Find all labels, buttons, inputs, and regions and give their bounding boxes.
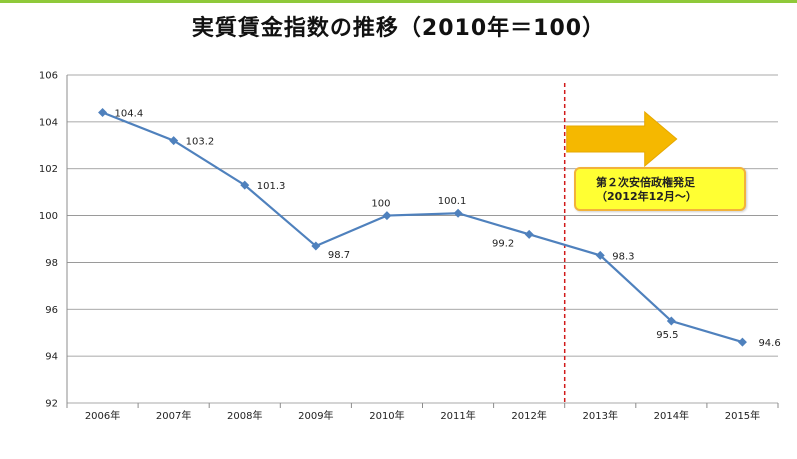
data-point-marker	[240, 180, 250, 190]
y-axis: 92 94 96 98 100 102 104 106	[39, 71, 68, 410]
y-tick-label: 92	[45, 399, 58, 410]
series-group	[98, 107, 747, 347]
series-line	[102, 111, 743, 344]
arrow-group	[566, 110, 678, 168]
y-tick-label: 100	[39, 211, 58, 222]
annotation-line-1: 第２次安倍政権発足	[596, 176, 695, 189]
top-accent-line	[0, 0, 797, 3]
x-tick-label: 2013年	[583, 409, 618, 422]
data-labels: 104.4 103.2 101.3 98.7 100 100.1 99.2 98.3 95.5 9…	[115, 108, 781, 349]
data-point-marker	[98, 107, 108, 117]
annotation-line-2: （2012年12月～）	[596, 190, 697, 203]
y-tick-label: 104	[39, 117, 58, 128]
x-tick-label: 2009年	[298, 409, 333, 422]
data-label: 98.7	[328, 250, 350, 261]
data-point-marker	[311, 241, 321, 251]
data-label: 101.3	[257, 181, 286, 192]
data-label: 98.3	[612, 251, 634, 262]
data-label: 103.2	[186, 137, 215, 148]
data-point-marker	[524, 229, 534, 239]
data-point-marker	[737, 337, 747, 347]
x-axis: 2006年 2007年 2008年 2009年 2010年 2011年 2012年 2013年…	[66, 403, 779, 422]
y-tick-label: 94	[45, 352, 58, 363]
y-tick-label: 106	[39, 71, 58, 82]
x-tick-label: 2010年	[369, 409, 404, 422]
annotation-callout: 第２次安倍政権発足 （2012年12月～）	[574, 167, 746, 211]
data-label: 104.4	[115, 108, 144, 119]
x-tick-label: 2014年	[654, 409, 689, 422]
data-point-marker	[666, 316, 676, 326]
x-tick-label: 2012年	[511, 409, 546, 422]
x-tick-label: 2008年	[227, 409, 262, 422]
arrow-right-icon	[566, 110, 678, 168]
x-tick-label: 2007年	[156, 409, 191, 422]
data-label: 95.5	[656, 330, 678, 341]
gridlines	[67, 74, 778, 404]
x-tick-label: 2011年	[440, 409, 475, 422]
x-tick-label: 2015年	[725, 409, 760, 422]
y-tick-label: 102	[39, 164, 58, 175]
y-tick-label: 96	[45, 305, 58, 316]
data-point-marker	[453, 208, 463, 218]
data-label: 100.1	[438, 196, 467, 207]
data-point-marker	[595, 250, 605, 260]
data-point-marker	[169, 136, 179, 146]
data-label: 94.6	[758, 338, 780, 349]
chart-title: 実質賃金指数の推移（2010年＝100）	[191, 16, 606, 41]
data-point-marker	[382, 211, 392, 221]
y-tick-label: 98	[45, 258, 58, 269]
data-label: 100	[371, 199, 390, 210]
data-label: 99.2	[492, 238, 514, 249]
x-tick-label: 2006年	[85, 409, 120, 422]
